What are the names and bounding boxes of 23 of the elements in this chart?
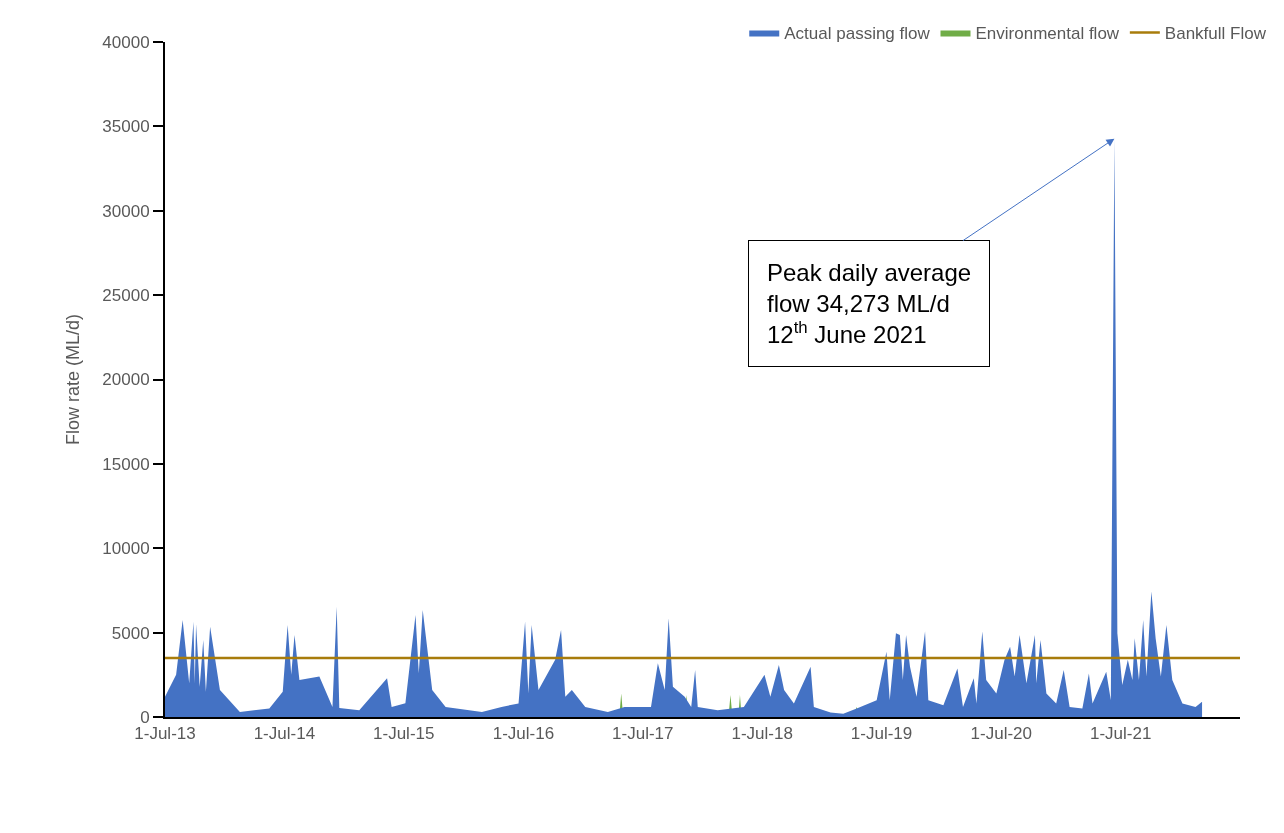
y-tick-label: 40000 [102,32,150,52]
y-tick-label: 20000 [102,370,150,390]
legend-label: Actual passing flow [784,24,931,44]
y-tick-label: 10000 [102,539,150,559]
y-tick-label: 5000 [111,623,150,643]
y-tick-label: 35000 [102,117,150,137]
x-tick-label: 1-Jul-17 [612,724,674,744]
x-tick-label: 1-Jul-21 [1089,724,1152,744]
y-tick-label: 15000 [102,454,150,474]
y-tick-label: 30000 [102,201,150,221]
annotation: Peak daily average flow 34,273 ML/d 12$^{th}$ June 2021 [767,259,972,349]
x-tick-label: 1-Jul-15 [373,724,435,744]
legend-label: Bankfull Flow [1164,24,1267,44]
x-tick-label: 1-Jul-14 [253,724,316,744]
x-tick-label: 1-Jul-16 [492,724,555,744]
y-tick-label: 0 [140,707,150,727]
x-tick-label: 1-Jul-18 [731,724,793,744]
y-axis-title: Flow rate (ML/d) [63,313,84,446]
x-tick-label: 1-Jul-13 [134,724,196,744]
x-tick-label: 1-Jul-19 [850,724,913,744]
x-tick-label: 1-Jul-20 [970,724,1032,744]
legend-label: Environmental flow [975,24,1120,44]
y-tick-label: 25000 [102,286,150,306]
